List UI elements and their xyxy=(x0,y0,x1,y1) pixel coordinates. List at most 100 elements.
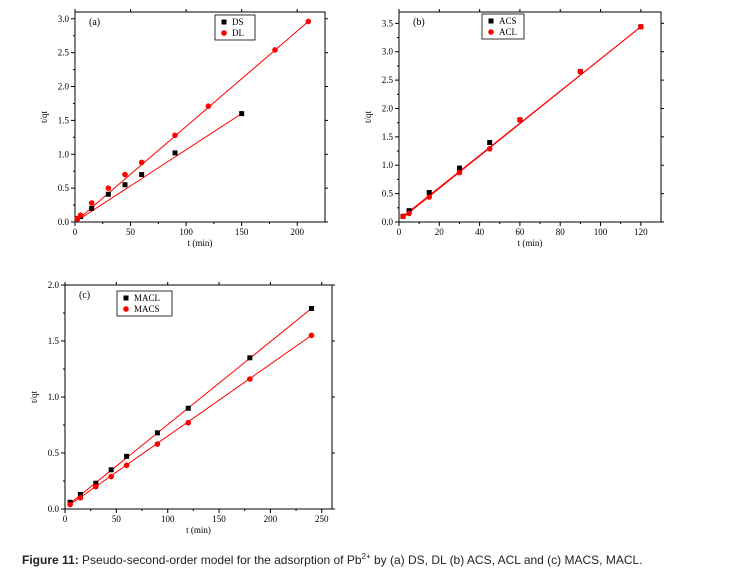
y-tick-label: 3.0 xyxy=(58,14,70,24)
plot-frame xyxy=(74,11,326,223)
data-point-dl xyxy=(77,212,84,219)
x-tick-label: 200 xyxy=(290,227,304,237)
data-point-dl xyxy=(172,132,178,139)
legend-marker-ds xyxy=(221,19,227,25)
data-point-ds xyxy=(139,172,145,178)
x-tick-label: 50 xyxy=(112,514,122,524)
y-tick-label: 3.0 xyxy=(382,47,394,57)
y-axis-label: t/qt xyxy=(39,111,49,124)
data-point-dl xyxy=(122,171,128,178)
data-point-ds xyxy=(105,191,111,197)
legend-marker-acl xyxy=(488,29,494,35)
chart-panel-a: 0 50 100 150 200 0.0 0.5 1.0 1.5 2.0 2.5 3.0 t (min)… xyxy=(39,9,328,248)
fit-line-ds xyxy=(74,113,242,223)
data-point-macl xyxy=(124,453,130,459)
legend-marker-macs xyxy=(123,306,129,312)
y-tick-label: 2.5 xyxy=(382,75,394,85)
data-point-acl xyxy=(400,213,406,220)
data-point-macl xyxy=(154,430,160,436)
y-tick-label: 1.0 xyxy=(58,149,70,159)
data-point-dl xyxy=(305,18,312,25)
x-tick-label: 40 xyxy=(475,227,485,237)
x-tick-label: 200 xyxy=(264,514,278,524)
chart-panel-b: 0 20 40 60 80 100 120 0.0 0.5 1.0 1.5 2.0 2.5 3.0 3.5 t… xyxy=(363,9,664,248)
data-point-acl xyxy=(406,210,412,217)
data-point-acl xyxy=(517,117,523,123)
data-point-acs xyxy=(406,208,412,214)
y-tick-label: 2.5 xyxy=(58,48,70,58)
data-point-macs xyxy=(77,495,84,501)
data-point-macs xyxy=(247,376,253,382)
y-tick-label: 0.5 xyxy=(48,448,60,458)
y-tick-label: 0.0 xyxy=(48,504,60,514)
chart-panel-c: 0 50 100 150 200 250 0.0 0.5 1.0 1.5 2.0 t (min) t/q… xyxy=(29,280,335,535)
data-point-ds xyxy=(172,150,178,156)
plot-frame xyxy=(398,11,662,223)
y-tick-label: 3.5 xyxy=(382,18,394,28)
legend-label-dl: DL xyxy=(232,28,244,38)
legend-marker-dl xyxy=(221,30,227,36)
y-axis-label: t/qt xyxy=(29,391,39,404)
x-tick-label: 100 xyxy=(594,227,608,237)
data-point-ds xyxy=(239,111,245,117)
legend-marker-macl xyxy=(123,295,129,301)
y-tick-label: 1.5 xyxy=(58,115,70,125)
data-point-dl xyxy=(105,185,112,191)
x-tick-label: 0 xyxy=(73,227,78,237)
x-tick-label: 100 xyxy=(179,227,193,237)
x-tick-label: 20 xyxy=(435,227,445,237)
data-point-acs xyxy=(426,189,432,195)
legend-label-acl: ACL xyxy=(499,27,517,37)
data-point-acl xyxy=(486,145,493,152)
y-tick-label: 0.5 xyxy=(382,189,394,199)
x-tick-label: 100 xyxy=(161,514,175,524)
data-point-macl xyxy=(77,491,83,497)
legend-label-acs: ACS xyxy=(499,16,517,26)
legend-label-ds: DS xyxy=(232,17,244,27)
y-axis-label: t/qt xyxy=(363,111,373,124)
x-axis-label: t (min) xyxy=(518,238,543,248)
legend-box xyxy=(116,290,173,317)
x-axis-label: t (min) xyxy=(188,238,213,248)
data-point-macs xyxy=(123,462,130,469)
x-tick-label: 80 xyxy=(556,227,566,237)
data-point-acs xyxy=(487,140,493,146)
caption-superscript: 2+ xyxy=(361,552,371,561)
panel-label: (c) xyxy=(79,290,90,301)
data-point-macs xyxy=(154,441,161,447)
data-point-dl xyxy=(205,103,212,109)
x-axis-label: t (min) xyxy=(186,525,211,535)
data-point-macl xyxy=(93,480,99,486)
data-point-acl xyxy=(426,194,433,200)
y-tick-label: 2.0 xyxy=(382,103,394,113)
caption-text-before: Pseudo-second-order model for the adsorp… xyxy=(78,553,362,567)
data-point-macs xyxy=(308,332,315,339)
x-tick-label: 120 xyxy=(634,227,648,237)
x-tick-label: 50 xyxy=(126,227,136,237)
legend-label-macl: MACL xyxy=(134,293,160,303)
data-point-macl xyxy=(247,355,253,361)
y-tick-label: 2.0 xyxy=(48,280,60,290)
data-point-ds xyxy=(89,205,95,211)
x-tick-label: 150 xyxy=(212,514,226,524)
data-point-macl xyxy=(185,405,191,411)
y-tick-label: 0.5 xyxy=(58,183,70,193)
data-point-dl xyxy=(138,159,145,166)
y-tick-label: 1.5 xyxy=(382,132,394,142)
x-tick-label: 60 xyxy=(515,227,525,237)
data-point-dl xyxy=(88,200,95,206)
y-tick-label: 1.0 xyxy=(382,160,394,170)
x-tick-label: 250 xyxy=(315,514,329,524)
fit-line-macs xyxy=(69,334,312,505)
data-point-macs xyxy=(108,473,115,480)
legend-box xyxy=(481,13,525,40)
legend-box xyxy=(214,14,256,41)
data-point-acl xyxy=(638,23,644,30)
y-tick-label: 1.5 xyxy=(48,336,60,346)
data-point-macs xyxy=(67,501,73,508)
fit-line-macl xyxy=(69,308,312,504)
